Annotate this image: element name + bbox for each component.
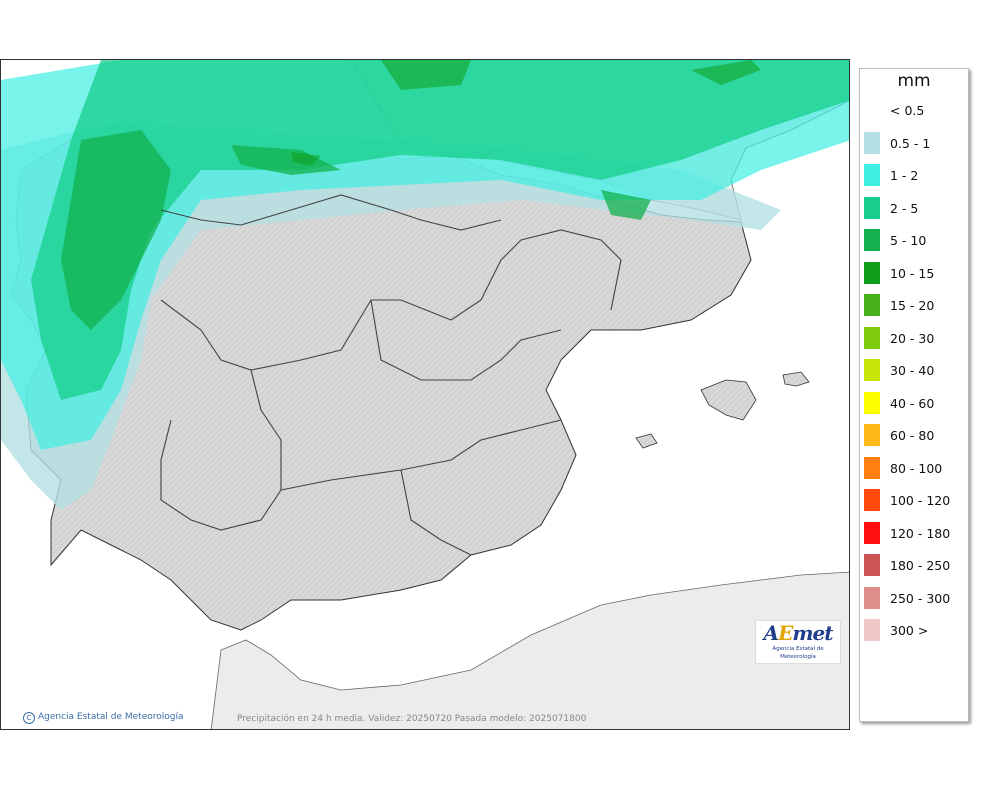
logo-subtitle: Agencia Estatal de Meteorología <box>772 646 824 660</box>
legend-swatch <box>864 424 880 446</box>
legend-label: 0.5 - 1 <box>890 135 931 151</box>
legend-item: 80 - 100 <box>860 456 968 479</box>
logo-word: AEmet <box>763 621 834 645</box>
precipitation-legend: mm < 0.5 0.5 - 1 1 - 2 2 - 5 5 - 10 10 - 15 15… <box>859 68 969 722</box>
legend-swatch <box>864 326 880 349</box>
legend-item: 120 - 180 <box>860 521 968 544</box>
legend-label: 5 - 10 <box>890 233 927 248</box>
legend-swatch <box>864 489 880 511</box>
legend-swatch <box>864 196 880 219</box>
copyright-text: Agencia Estatal de Meteorología <box>38 712 184 722</box>
precip-10-15-zone <box>291 60 761 166</box>
legend-item: 5 - 10 <box>860 229 968 251</box>
legend-swatch <box>864 521 880 544</box>
legend-item: 1 - 2 <box>860 164 968 186</box>
legend-label: 40 - 60 <box>890 395 935 411</box>
copyright-note: C Agencia Estatal de Meteorología <box>23 712 184 724</box>
legend-label: 60 - 80 <box>890 428 935 443</box>
legend-swatch <box>864 229 880 251</box>
aemet-logo: AEmet Agencia Estatal de Meteorología <box>755 620 841 664</box>
legend-item: 15 - 20 <box>860 294 968 316</box>
legend-swatch <box>864 391 880 414</box>
legend-label: 2 - 5 <box>890 200 919 216</box>
legend-swatch <box>864 131 880 154</box>
africa-land <box>210 571 849 729</box>
legend-item: 300 > <box>860 619 968 641</box>
legend-label: 1 - 2 <box>890 168 919 183</box>
legend-swatch <box>864 359 880 381</box>
legend-swatch <box>864 261 880 284</box>
legend-swatch <box>864 294 880 316</box>
menorca-island <box>782 371 810 387</box>
legend-swatch <box>864 164 880 186</box>
map-caption: Precipitación en 24 h media. Validez: 20… <box>237 714 587 724</box>
legend-item: 180 - 250 <box>860 554 968 576</box>
legend-item: < 0.5 <box>860 99 968 121</box>
precipitation-map: C Agencia Estatal de Meteorología Precipi… <box>0 59 850 730</box>
legend-label: 180 - 250 <box>890 558 951 573</box>
legend-item: 2 - 5 <box>860 196 968 219</box>
legend-item: 10 - 15 <box>860 261 968 284</box>
legend-label: 250 - 300 <box>890 590 951 606</box>
legend-swatch <box>864 456 880 479</box>
legend-label: 10 - 15 <box>890 265 935 281</box>
legend-swatch <box>864 554 880 576</box>
legend-item: 30 - 40 <box>860 359 968 381</box>
legend-item: 100 - 120 <box>860 489 968 511</box>
legend-item: 0.5 - 1 <box>860 131 968 154</box>
legend-label: 20 - 30 <box>890 330 935 346</box>
precip-5-10-zone <box>61 130 651 330</box>
legend-label: 100 - 120 <box>890 493 951 508</box>
legend-label: 15 - 20 <box>890 298 935 313</box>
legend-item: 40 - 60 <box>860 391 968 414</box>
precip-2-5-zone <box>31 60 849 400</box>
legend-label: 30 - 40 <box>890 363 935 378</box>
legend-swatch <box>864 619 880 641</box>
legend-label: < 0.5 <box>890 103 925 118</box>
precip-0-5-1-zone <box>1 120 781 510</box>
mallorca-island <box>700 379 757 421</box>
copyright-icon: C <box>23 712 35 724</box>
region-borders <box>160 194 622 556</box>
ibiza-island <box>635 433 658 449</box>
legend-unit: mm <box>897 71 931 91</box>
legend-label: 120 - 180 <box>890 525 951 541</box>
legend-label: 80 - 100 <box>890 460 943 476</box>
legend-item: 60 - 80 <box>860 424 968 446</box>
legend-item: 250 - 300 <box>860 586 968 609</box>
legend-label: 300 > <box>890 623 929 638</box>
legend-swatch <box>864 586 880 609</box>
map-canvas <box>1 60 849 729</box>
legend-item: 20 - 30 <box>860 326 968 349</box>
